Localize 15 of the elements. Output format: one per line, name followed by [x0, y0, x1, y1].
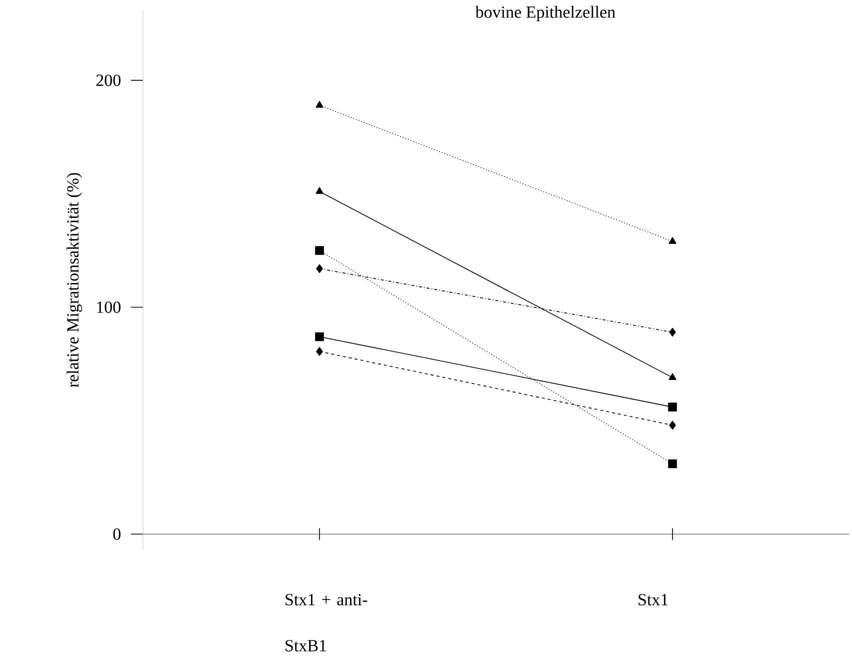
x-tick-label: Stx1 [638, 594, 668, 606]
category-label: Stx1 + anti-StxB1 [286, 594, 368, 652]
point [668, 459, 677, 468]
point [315, 246, 324, 255]
point [316, 347, 323, 356]
point [668, 402, 677, 412]
point [316, 264, 323, 274]
y-tick-label: 0 [113, 528, 120, 540]
point [669, 328, 676, 337]
point [669, 420, 676, 430]
y-axis-title: relative Migrationsaktivität (%) [66, 173, 82, 388]
chart-title: bovine Epithelzellen [475, 6, 616, 22]
point [315, 332, 324, 342]
y-tick-label: 100 [97, 301, 120, 313]
y-tick-label: 200 [96, 74, 120, 86]
